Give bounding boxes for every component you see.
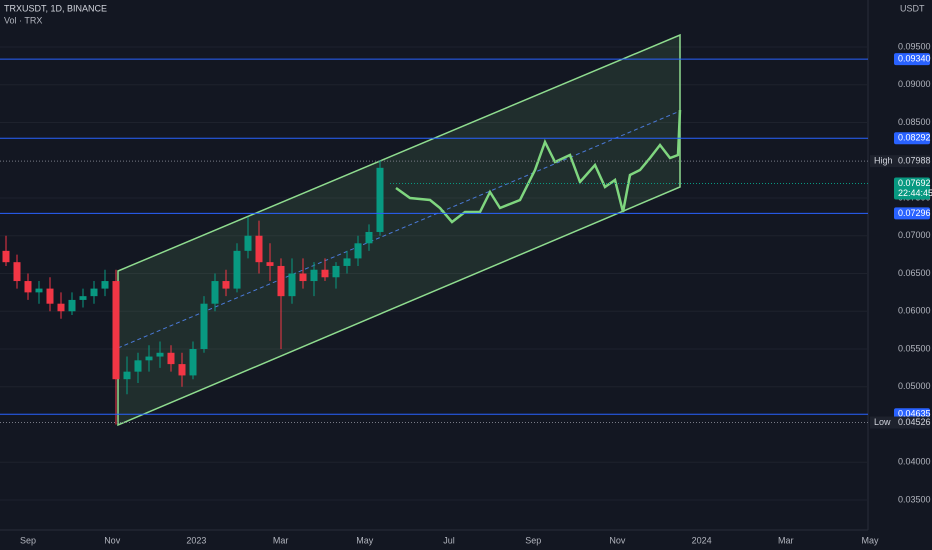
level-label: 0.07296 bbox=[898, 208, 931, 218]
currency: USDT bbox=[900, 3, 925, 13]
candle-body bbox=[266, 262, 274, 266]
candle-body bbox=[189, 349, 197, 376]
candle-body bbox=[277, 265, 285, 297]
y-tick-label: 0.06000 bbox=[898, 306, 931, 316]
low-line-box bbox=[870, 416, 930, 429]
channel-midline bbox=[117, 110, 681, 349]
y-tick-label: 0.07000 bbox=[898, 230, 931, 240]
last-price-box bbox=[894, 177, 930, 200]
x-tick-label: Jul bbox=[443, 535, 455, 545]
y-tick-label: 0.05500 bbox=[898, 343, 931, 353]
y-tick-label: 0.03500 bbox=[898, 494, 931, 504]
candle-body bbox=[79, 296, 87, 300]
x-tick-label: Sep bbox=[525, 535, 541, 545]
candle-body bbox=[365, 231, 373, 244]
high-line-label: 0.07988 bbox=[898, 156, 931, 166]
candle-body bbox=[299, 273, 307, 282]
countdown: 22:44:45 bbox=[898, 188, 932, 198]
x-tick-label: May bbox=[861, 535, 879, 545]
level-label-box bbox=[894, 132, 930, 145]
candle-body bbox=[233, 250, 241, 289]
x-tick-label: Mar bbox=[778, 535, 794, 545]
y-tick-label: 0.09500 bbox=[898, 41, 931, 51]
candle-body bbox=[376, 167, 384, 232]
candle-body bbox=[112, 281, 120, 380]
projection-path bbox=[395, 109, 682, 224]
x-tick-label: Nov bbox=[609, 535, 626, 545]
symbol-title: TRXUSDT, 1D, BINANCE bbox=[4, 3, 107, 13]
x-tick-label: Sep bbox=[20, 535, 36, 545]
candle-body bbox=[288, 273, 296, 297]
candle-body bbox=[178, 364, 186, 376]
candle-body bbox=[200, 303, 208, 349]
candle-body bbox=[255, 235, 263, 263]
high-line-name: High bbox=[874, 156, 893, 166]
candle-body bbox=[321, 269, 329, 278]
candle-body bbox=[343, 258, 351, 266]
y-tick-label: 0.04000 bbox=[898, 457, 931, 467]
y-tick-label: 0.05000 bbox=[898, 381, 931, 391]
low-line-name: Low bbox=[874, 417, 891, 427]
candle-body bbox=[332, 265, 340, 278]
candle-body bbox=[46, 288, 54, 304]
level-label: 0.09340 bbox=[898, 53, 931, 63]
candle-body bbox=[354, 243, 362, 259]
candle-body bbox=[101, 281, 109, 289]
x-tick-label: Nov bbox=[104, 535, 121, 545]
volume-legend: Vol · TRX bbox=[4, 15, 42, 25]
x-tick-label: Mar bbox=[273, 535, 289, 545]
low-line-label: 0.04526 bbox=[898, 417, 931, 427]
grid bbox=[0, 46, 868, 501]
candle-body bbox=[57, 303, 65, 312]
candles bbox=[0, 58, 868, 425]
candle-body bbox=[167, 352, 175, 365]
y-tick-label: 0.09000 bbox=[898, 79, 931, 89]
candle-body bbox=[35, 288, 43, 293]
candle-body bbox=[244, 235, 252, 251]
axis-labels: 0.095000.090000.085000.075000.070000.065… bbox=[20, 41, 932, 545]
x-tick-label: 2024 bbox=[692, 535, 712, 545]
x-tick-label: May bbox=[356, 535, 374, 545]
candle-body bbox=[134, 360, 142, 372]
candle-body bbox=[310, 269, 318, 282]
x-tick-label: 2023 bbox=[186, 535, 206, 545]
level-label: 0.04635 bbox=[898, 409, 931, 419]
last-price-label: 0.07692 bbox=[898, 178, 931, 188]
level-label-box bbox=[894, 53, 930, 66]
candle-body bbox=[123, 371, 131, 380]
candle-body bbox=[68, 299, 76, 312]
candle-body bbox=[13, 262, 21, 282]
level-label-box bbox=[894, 207, 930, 220]
candle-body bbox=[211, 281, 219, 304]
candle-body bbox=[90, 288, 98, 297]
candle-body bbox=[156, 352, 164, 357]
high-line-box bbox=[870, 155, 930, 168]
candle-body bbox=[2, 250, 10, 263]
y-tick-label: 0.06500 bbox=[898, 268, 931, 278]
candle-body bbox=[145, 356, 153, 361]
level-label: 0.08292 bbox=[898, 133, 931, 143]
candle-body bbox=[24, 281, 32, 293]
y-tick-label: 0.08500 bbox=[898, 117, 931, 127]
candle-body bbox=[222, 281, 230, 289]
